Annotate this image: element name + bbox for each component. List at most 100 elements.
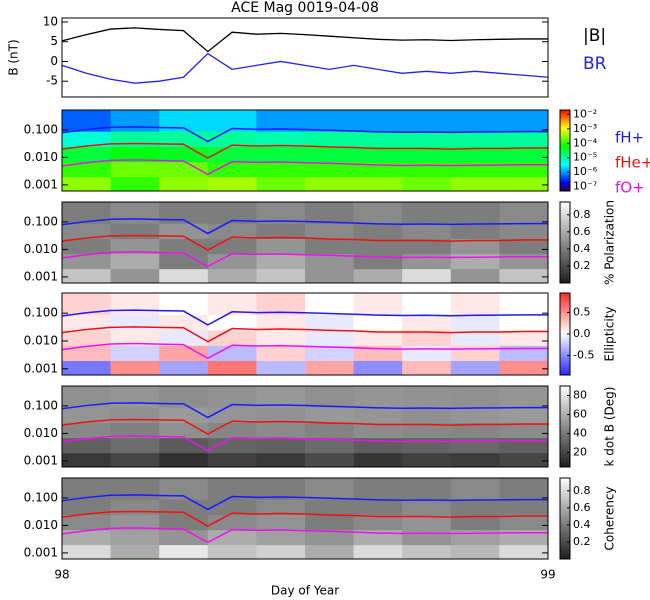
heatmap-cell [353, 514, 403, 531]
heatmap-cell [353, 146, 403, 163]
colorbar-swatch [560, 167, 570, 169]
colorbar-swatch [560, 511, 570, 513]
colorbar-swatch [560, 220, 570, 222]
frequency-line [61, 494, 548, 511]
heatmap-cell [207, 253, 257, 270]
heatmap-cell [499, 146, 549, 163]
colorbar-swatch [560, 164, 570, 166]
heatmap-cell [353, 202, 403, 224]
frequency-line [61, 418, 548, 435]
colorbar-swatch [560, 409, 570, 411]
colorbar-swatch [560, 428, 570, 430]
colorbar-swatch [560, 350, 570, 352]
heatmap-cell [353, 544, 403, 560]
colorbar-swatch [560, 493, 570, 495]
colorbar-swatch [560, 246, 570, 248]
colorbar-swatch [560, 317, 570, 319]
colorbar-swatch [560, 205, 570, 207]
colorbar-swatch [560, 368, 570, 370]
heatmap-cell [353, 386, 403, 408]
heatmap-cell [402, 407, 452, 423]
colorbar-swatch [560, 523, 570, 525]
colorbar-swatch [560, 223, 570, 225]
colorbar-swatch [560, 144, 570, 146]
colorbar-swatch [560, 115, 570, 117]
colorbar-swatch [560, 499, 570, 501]
colorbar-swatch [560, 299, 570, 301]
heatmap-cell [110, 176, 160, 192]
heatmap-cell [207, 452, 257, 468]
colorbar-swatch [560, 316, 570, 318]
heatmap-cell [450, 293, 500, 315]
heatmap-cell [402, 314, 452, 331]
heatmap-cell [207, 360, 257, 376]
heatmap-cell [159, 176, 209, 192]
heatmap-cell [402, 161, 452, 178]
colorbar-swatch [560, 224, 570, 226]
heatmap-cell [305, 437, 355, 454]
colorbar-swatch [560, 489, 570, 491]
colorbar-swatch [560, 272, 570, 274]
heatmap-cell [305, 176, 355, 192]
colorbar-swatch [560, 426, 570, 428]
colorbar-swatch [560, 323, 570, 325]
heatmap-cell [207, 293, 257, 315]
heatmap-cell [499, 345, 549, 361]
heatmap-cell [450, 238, 500, 255]
colorbar-swatch [560, 394, 570, 396]
heatmap-cell [256, 452, 306, 468]
colorbar-swatch [560, 130, 570, 132]
colorbar-tick-label: 80 [573, 389, 587, 402]
y-tick-label: 0.001 [24, 177, 58, 191]
heatmap-cell [450, 345, 500, 361]
frequency-line [61, 142, 548, 159]
colorbar-swatch [560, 496, 570, 498]
heatmap-cell [305, 161, 355, 178]
heatmap-cell [499, 386, 549, 408]
heatmap-cell [450, 422, 500, 439]
heatmap-cell [256, 161, 306, 178]
colorbar-swatch [560, 121, 570, 123]
heatmap-cell [159, 452, 209, 468]
heatmap-cell [159, 253, 209, 270]
y-tick-label: 0.010 [24, 518, 58, 532]
colorbar-swatch [560, 515, 570, 517]
heatmap-cell [499, 514, 549, 531]
colorbar-swatch [560, 514, 570, 516]
frequency-line [61, 126, 548, 143]
colorbar-swatch [560, 186, 570, 188]
colorbar-swatch [560, 184, 570, 186]
colorbar-swatch [560, 210, 570, 212]
colorbar-tick-label: 60 [573, 408, 587, 421]
plot-frame [61, 17, 549, 98]
heatmap-cell [159, 329, 209, 346]
heatmap-cell [402, 176, 452, 192]
heatmap-cell [62, 146, 112, 163]
colorbar-swatch [560, 495, 570, 497]
colorbar-swatch [560, 175, 570, 177]
heatmap-cell [305, 422, 355, 439]
colorbar-swatch [560, 228, 570, 230]
colorbar-tick-label: 40 [573, 427, 587, 440]
heatmap-cell [450, 360, 500, 376]
colorbar-swatch [560, 441, 570, 443]
colorbar-swatch [560, 240, 570, 242]
heatmap-cell [305, 238, 355, 255]
colorbar-swatch [560, 554, 570, 556]
colorbar-swatch [560, 303, 570, 305]
heatmap-cell [402, 238, 452, 255]
heatmap-cell [207, 238, 257, 255]
colorbar-swatch [560, 209, 570, 211]
colorbar-swatch [560, 518, 570, 520]
colorbar-swatch [560, 148, 570, 150]
colorbar-swatch [560, 407, 570, 409]
y-tick-label: 0.001 [24, 361, 58, 375]
colorbar-swatch [560, 336, 570, 338]
heatmap-cell [110, 314, 160, 331]
heatmap-cell [305, 529, 355, 546]
colorbar-swatch [560, 492, 570, 494]
colorbar-swatch [560, 139, 570, 141]
heatmap-cell [450, 110, 500, 132]
heatmap-cell [499, 253, 549, 270]
colorbar-swatch [560, 165, 570, 167]
